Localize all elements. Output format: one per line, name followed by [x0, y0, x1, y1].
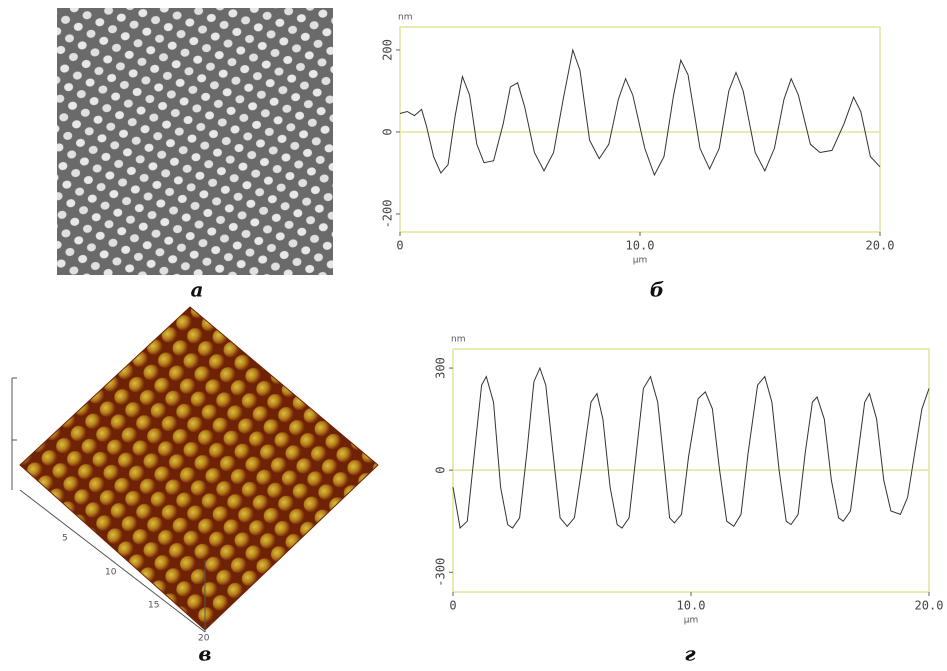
x-tick-label: 0 [449, 599, 456, 613]
afm-axis-label: 15 [148, 601, 159, 611]
x-axis-label: μm [633, 256, 648, 266]
x-tick-label: 10.0 [626, 239, 655, 253]
panel-label: в [198, 642, 211, 666]
y-unit: nm [398, 13, 412, 23]
y-tick-label: 200 [381, 39, 395, 61]
afm-axis-label: 10 [105, 568, 117, 578]
panel-label: г [684, 642, 696, 666]
x-tick-label: 20.0 [915, 599, 944, 613]
profile-line [453, 368, 929, 528]
figure: 5 10 15 20 а б в г 2000-200010.020.0nmμm… [0, 0, 947, 667]
x-axis-label: μm [684, 616, 699, 626]
y-tick-label: -300 [434, 558, 448, 587]
afm-3d-image: 5 10 15 20 [12, 307, 378, 644]
y-tick-label: -200 [381, 200, 395, 229]
sem-image [57, 8, 333, 275]
y-unit: nm [451, 335, 465, 345]
y-tick-label: 0 [381, 128, 395, 135]
y-tick-label: 300 [434, 357, 448, 379]
x-tick-label: 10.0 [677, 599, 706, 613]
profile-line [400, 50, 880, 175]
panel-label: б [650, 278, 664, 302]
afm-axis-label: 5 [62, 534, 68, 544]
plot-frame [400, 27, 880, 232]
x-tick-label: 0 [396, 239, 403, 253]
x-tick-label: 20.0 [866, 239, 895, 253]
panel-label: а [191, 278, 204, 302]
y-tick-label: 0 [434, 467, 448, 474]
